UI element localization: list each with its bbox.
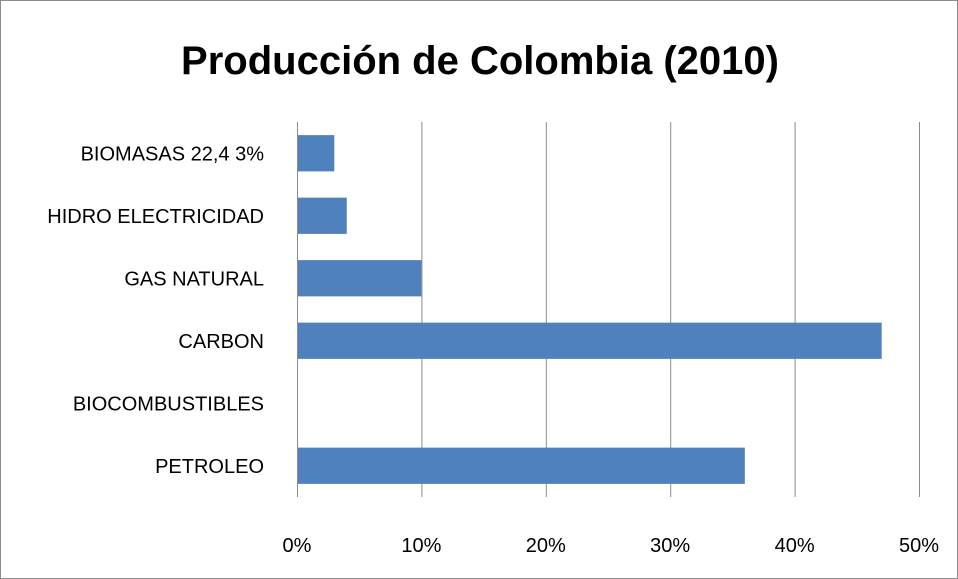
x-tick-label-1: 10% bbox=[401, 535, 441, 557]
bar-2 bbox=[298, 322, 882, 359]
category-label-3: GAS NATURAL bbox=[124, 268, 264, 290]
category-label-4: HIDRO ELECTRICIDAD bbox=[47, 206, 264, 228]
bar-3 bbox=[298, 260, 422, 297]
category-label-0: PETROLEO bbox=[155, 456, 264, 478]
x-tick-label-5: 50% bbox=[899, 535, 939, 557]
x-tick-label-2: 20% bbox=[526, 535, 566, 557]
category-label-5: BIOMASAS 22,4 3% bbox=[81, 143, 265, 165]
x-tick-label-0: 0% bbox=[283, 535, 312, 557]
bar-0 bbox=[298, 447, 745, 484]
chart-title: Producción de Colombia (2010) bbox=[181, 39, 779, 83]
bar-4 bbox=[298, 197, 347, 234]
category-label-1: BIOCOMBUSTIBLES bbox=[73, 393, 264, 415]
x-tick-label-3: 30% bbox=[650, 535, 690, 557]
x-tick-label-4: 40% bbox=[775, 535, 815, 557]
category-label-2: CARBON bbox=[178, 331, 264, 353]
bar-5 bbox=[298, 135, 335, 172]
